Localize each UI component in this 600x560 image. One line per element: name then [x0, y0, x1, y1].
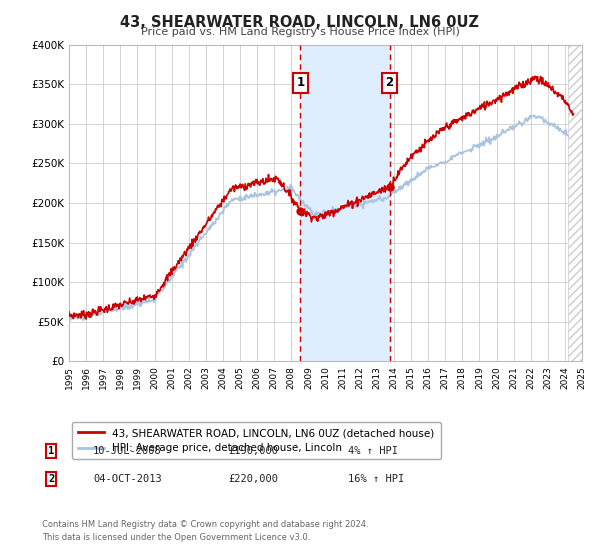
Text: 1: 1 — [48, 446, 54, 456]
Text: 2: 2 — [48, 474, 54, 484]
Text: 10-JUL-2008: 10-JUL-2008 — [93, 446, 162, 456]
Legend: 43, SHEARWATER ROAD, LINCOLN, LN6 0UZ (detached house), HPI: Average price, deta: 43, SHEARWATER ROAD, LINCOLN, LN6 0UZ (d… — [71, 422, 441, 460]
Text: 2: 2 — [386, 76, 394, 89]
Bar — [301, 45, 389, 361]
Text: 16% ↑ HPI: 16% ↑ HPI — [348, 474, 404, 484]
Text: 4% ↑ HPI: 4% ↑ HPI — [348, 446, 398, 456]
Text: Contains HM Land Registry data © Crown copyright and database right 2024.: Contains HM Land Registry data © Crown c… — [42, 520, 368, 529]
Text: 04-OCT-2013: 04-OCT-2013 — [93, 474, 162, 484]
Text: £220,000: £220,000 — [228, 474, 278, 484]
Text: Price paid vs. HM Land Registry's House Price Index (HPI): Price paid vs. HM Land Registry's House … — [140, 27, 460, 37]
Text: This data is licensed under the Open Government Licence v3.0.: This data is licensed under the Open Gov… — [42, 533, 310, 542]
Text: £190,000: £190,000 — [228, 446, 278, 456]
Text: 1: 1 — [296, 76, 305, 89]
Text: 43, SHEARWATER ROAD, LINCOLN, LN6 0UZ: 43, SHEARWATER ROAD, LINCOLN, LN6 0UZ — [121, 15, 479, 30]
